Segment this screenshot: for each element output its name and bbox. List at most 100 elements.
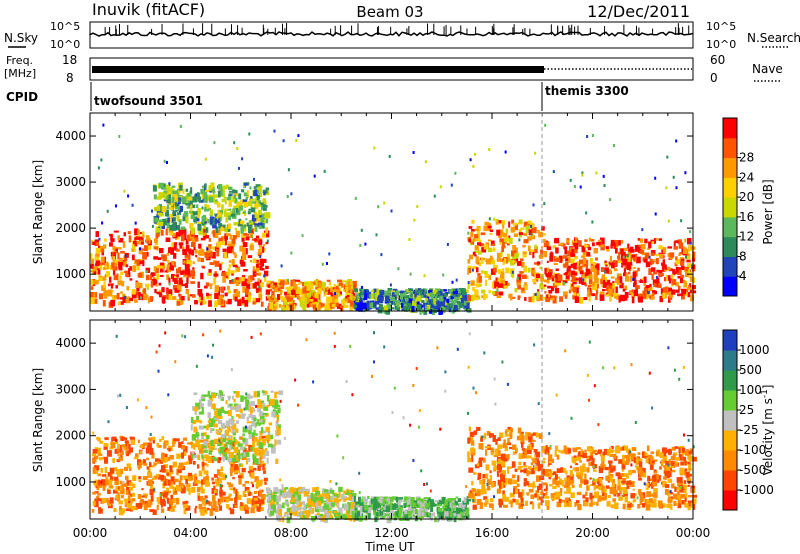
data-cell (248, 465, 253, 472)
data-cell (279, 515, 283, 518)
noise-cell (534, 151, 537, 155)
data-cell (645, 285, 650, 288)
data-cell (673, 452, 678, 456)
data-cell (200, 248, 203, 253)
data-cell (398, 497, 404, 500)
data-cell (367, 294, 371, 298)
data-cell (178, 267, 181, 274)
noise-cell (410, 293, 413, 297)
data-cell (578, 269, 581, 273)
data-cell (379, 507, 385, 510)
noise-cell (675, 139, 678, 143)
data-cell (254, 223, 259, 227)
data-cell (578, 277, 583, 284)
data-cell (484, 244, 488, 250)
noise-cell (569, 178, 572, 182)
data-cell (123, 498, 126, 502)
data-cell (311, 508, 315, 514)
data-cell (335, 294, 338, 299)
right-tick-top: 10^5 (706, 20, 736, 33)
data-cell (251, 214, 257, 222)
data-cell (190, 204, 193, 212)
data-cell (531, 235, 535, 240)
data-cell (655, 281, 660, 288)
data-cell (159, 492, 165, 496)
data-cell (235, 265, 239, 268)
data-cell (662, 259, 666, 265)
data-cell (256, 238, 259, 242)
data-cell (110, 442, 116, 448)
data-cell (216, 430, 221, 433)
data-cell (610, 243, 613, 249)
noise-cell (604, 270, 607, 274)
data-cell (205, 282, 209, 287)
data-cell (300, 487, 305, 494)
data-cell (674, 262, 678, 267)
data-cell (420, 503, 423, 511)
data-cell (680, 260, 685, 266)
data-cell (128, 235, 132, 243)
data-cell (171, 185, 176, 188)
data-cell (462, 515, 467, 518)
data-cell (171, 196, 175, 204)
data-cell (234, 253, 237, 258)
data-cell (662, 292, 666, 299)
data-cell (212, 495, 216, 501)
data-cell (511, 219, 515, 224)
colorbar-tick-label: 8 (739, 249, 747, 263)
data-cell (159, 204, 162, 208)
data-cell (94, 467, 99, 475)
data-cell (623, 492, 628, 497)
data-cell (521, 448, 525, 451)
data-cell (656, 269, 661, 273)
data-cell (497, 479, 502, 486)
data-cell (633, 279, 637, 285)
data-cell (231, 395, 234, 400)
noise-cell (98, 237, 101, 241)
data-cell (537, 464, 540, 472)
noise-cell (504, 150, 507, 154)
data-cell (208, 300, 212, 307)
data-cell (94, 255, 100, 261)
data-cell (221, 491, 226, 496)
data-cell (257, 278, 260, 285)
data-cell (591, 281, 595, 287)
data-cell (452, 291, 456, 297)
data-cell (317, 288, 322, 295)
data-cell (280, 505, 285, 509)
data-cell (91, 508, 95, 513)
data-cell (148, 499, 151, 506)
data-cell (412, 514, 415, 517)
data-cell (329, 507, 332, 510)
data-cell (149, 462, 152, 468)
data-cell (125, 475, 129, 481)
data-cell (92, 500, 96, 506)
data-cell (367, 507, 372, 511)
data-cell (209, 283, 212, 290)
data-cell (138, 479, 142, 483)
data-cell (665, 275, 668, 282)
noise-cell (532, 203, 535, 207)
data-cell (395, 504, 399, 508)
data-cell (155, 284, 158, 287)
data-cell (570, 258, 575, 266)
data-cell (159, 274, 164, 277)
data-cell (158, 292, 162, 297)
data-cell (604, 294, 610, 297)
data-cell (248, 198, 254, 201)
data-cell (163, 478, 168, 486)
data-cell (518, 232, 524, 236)
data-cell (129, 486, 133, 491)
data-cell (501, 457, 505, 464)
data-cell (145, 447, 150, 454)
data-cell (225, 450, 229, 454)
noise-cell (297, 134, 300, 138)
data-cell (151, 465, 154, 468)
data-cell (223, 196, 227, 200)
data-cell (521, 274, 527, 279)
data-cell (498, 498, 504, 506)
data-cell (389, 307, 395, 310)
data-cell (668, 278, 672, 281)
data-cell (203, 470, 209, 475)
data-cell (618, 296, 621, 303)
